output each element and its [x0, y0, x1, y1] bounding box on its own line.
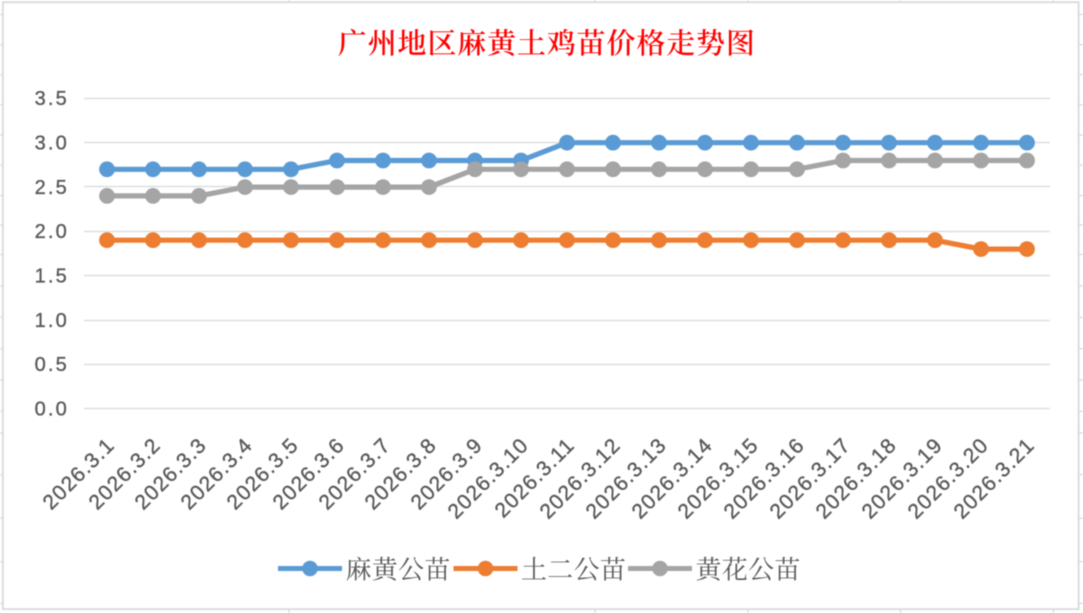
- svg-text:3.5: 3.5: [35, 88, 69, 110]
- svg-text:1.5: 1.5: [35, 266, 69, 288]
- svg-text:2.5: 2.5: [35, 177, 69, 199]
- svg-text:2.0: 2.0: [35, 221, 69, 243]
- svg-text:1.0: 1.0: [35, 310, 69, 332]
- svg-text:0.0: 0.0: [35, 398, 69, 420]
- svg-text:0.5: 0.5: [35, 354, 69, 376]
- svg-text:3.0: 3.0: [35, 133, 69, 155]
